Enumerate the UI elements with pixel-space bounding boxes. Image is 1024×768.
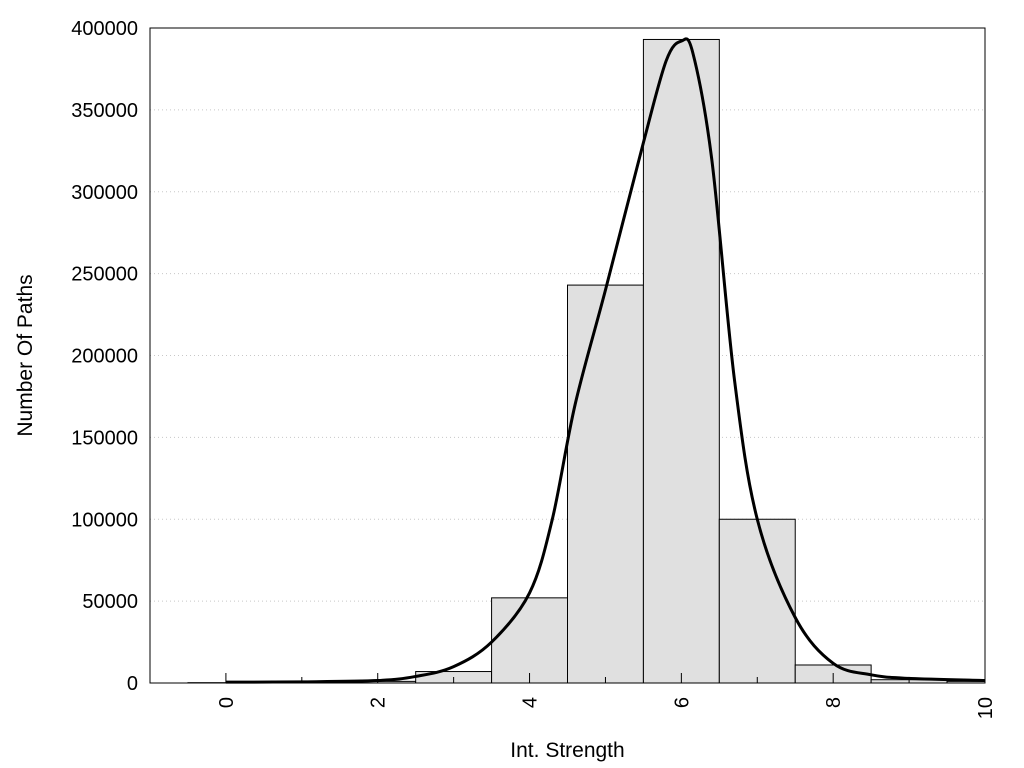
fit-curve <box>225 37 986 684</box>
x-tick-label: 2 <box>368 697 390 708</box>
y-tick-label: 100000 <box>71 509 138 531</box>
y-tick-label: 300000 <box>71 182 138 204</box>
fit-curve-layer <box>225 37 986 684</box>
y-tick-label: 150000 <box>71 427 138 449</box>
histogram-bar <box>491 597 568 684</box>
histogram-bar <box>567 284 644 684</box>
y-tick-label: 50000 <box>82 591 138 613</box>
y-tick-label: 200000 <box>71 346 138 368</box>
histogram-bar <box>718 518 796 684</box>
y-axis-title: Number Of Paths <box>14 274 37 436</box>
y-axis: 0 50000 100000 150000 200000 250000 300000 3500… <box>71 18 138 695</box>
y-tick-label: 0 <box>127 673 138 695</box>
x-tick-label: 10 <box>975 697 997 719</box>
x-tick-label: 4 <box>520 697 542 708</box>
x-axis-title: Int. Strength <box>510 739 624 762</box>
x-tick-label: 0 <box>216 697 238 708</box>
histogram-bar <box>642 38 720 684</box>
plot-frame <box>149 27 986 684</box>
y-tick-label: 350000 <box>71 100 138 122</box>
x-tick-label: 8 <box>823 697 845 708</box>
y-tick-label: 400000 <box>71 18 138 40</box>
x-axis: 0 2 4 6 8 10 <box>149 673 997 719</box>
x-tick-label: 6 <box>671 697 693 708</box>
y-tick-label: 250000 <box>71 264 138 286</box>
